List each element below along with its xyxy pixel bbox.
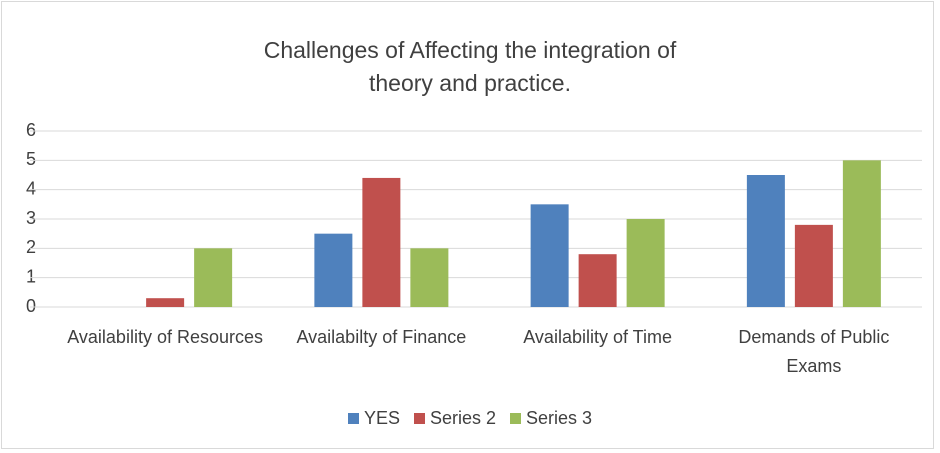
- legend-item: Series 3: [510, 408, 592, 429]
- x-tick-label: Availability of Time: [523, 327, 672, 347]
- y-tick-label: 4: [26, 178, 36, 198]
- bar: [626, 219, 665, 307]
- y-tick-label: 3: [26, 208, 36, 228]
- legend-item: Series 2: [413, 408, 497, 429]
- y-tick-label: 5: [26, 149, 36, 169]
- bar: [362, 177, 401, 307]
- bar: [746, 175, 785, 307]
- bar: [578, 254, 617, 307]
- y-tick-label: 6: [26, 120, 36, 140]
- legend-item: YES: [347, 408, 400, 429]
- legend-swatch: [347, 413, 359, 424]
- legend-label: Series 3: [526, 408, 593, 428]
- bar: [530, 204, 569, 307]
- bar: [794, 224, 833, 307]
- bar: [314, 233, 353, 307]
- bar: [146, 298, 185, 307]
- x-tick-label: Availability of Resources: [67, 327, 263, 347]
- bar: [410, 248, 449, 307]
- bar: [842, 160, 881, 307]
- legend: YES Series 2 Series 3: [0, 408, 940, 429]
- y-tick-label: 1: [26, 266, 36, 286]
- legend-label: Series 2: [429, 408, 497, 428]
- legend-label: YES: [363, 408, 400, 428]
- x-tick-label: Availabilty of Finance: [296, 327, 467, 347]
- x-tick-label: Demands of Public Exams: [738, 327, 890, 376]
- legend-swatch: [413, 413, 425, 424]
- y-tick-label: 2: [26, 237, 36, 257]
- y-tick-label: 0: [26, 296, 36, 316]
- legend-swatch: [510, 413, 522, 424]
- chart-title: Challenges of Affecting the integration …: [263, 37, 677, 96]
- bar: [194, 248, 233, 307]
